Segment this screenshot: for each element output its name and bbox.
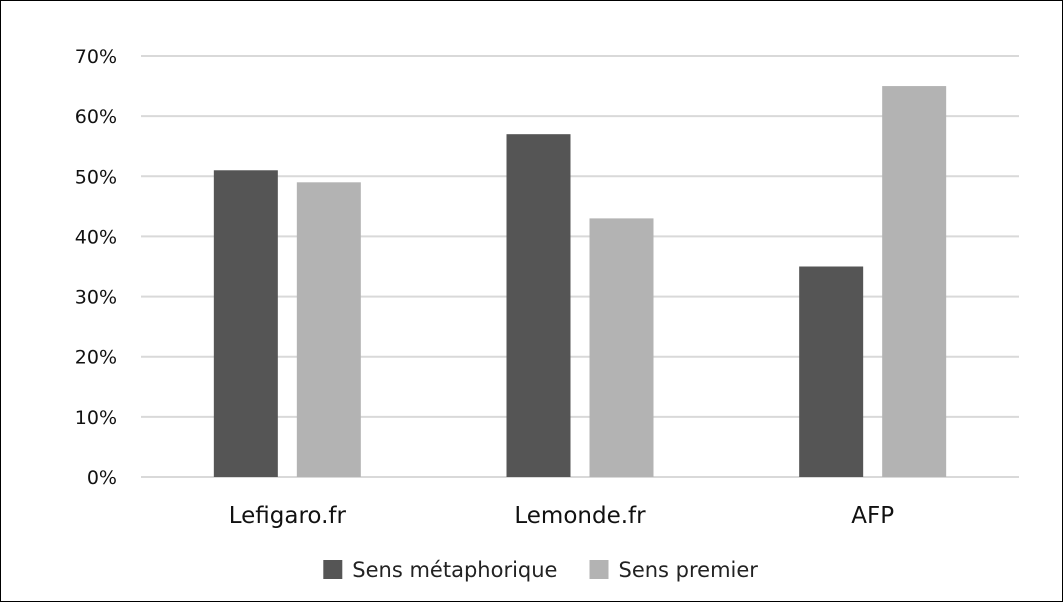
y-tick-label: 30% xyxy=(75,287,117,309)
legend: Sens métaphorique Sens premier xyxy=(323,558,758,582)
bar xyxy=(799,266,864,477)
legend-item: Sens premier xyxy=(589,558,759,582)
bar xyxy=(882,86,947,478)
x-category-label: Lefigaro.fr xyxy=(229,503,347,529)
y-tick-label: 70% xyxy=(75,46,117,68)
bar xyxy=(506,134,571,477)
bar xyxy=(213,170,278,477)
gridlines xyxy=(141,55,1019,478)
legend-item: Sens métaphorique xyxy=(323,558,557,582)
legend-label: Sens métaphorique xyxy=(352,558,557,582)
bars xyxy=(213,86,947,478)
y-tick-label: 20% xyxy=(75,347,117,369)
y-tick-label: 60% xyxy=(75,106,117,128)
legend-label: Sens premier xyxy=(619,558,759,582)
x-category-label: AFP xyxy=(851,503,894,529)
y-tick-label: 40% xyxy=(75,226,117,248)
y-tick-label: 10% xyxy=(75,407,117,429)
y-tick-label: 50% xyxy=(75,166,117,188)
x-axis-category-labels: Lefigaro.fr Lemonde.fr AFP xyxy=(229,503,894,529)
legend-swatch xyxy=(323,560,343,579)
y-tick-label: 0% xyxy=(87,467,117,489)
x-category-label: Lemonde.fr xyxy=(514,503,646,529)
y-axis-tick-labels: 0% 10% 20% 30% 40% 50% 60% 70% xyxy=(75,46,117,489)
bar xyxy=(589,218,654,477)
bar xyxy=(296,182,361,478)
legend-swatch xyxy=(589,560,609,579)
